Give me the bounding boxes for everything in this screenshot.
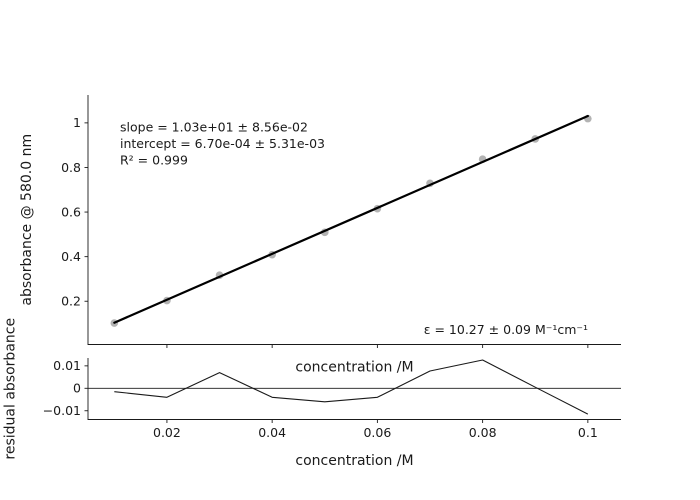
- residual-yaxis-label: residual absorbance: [3, 318, 19, 460]
- residual-ytick-label: 0: [73, 381, 81, 396]
- fit-line: [113, 114, 589, 324]
- main-axes-tick-labels: 0.2 0.4 0.6 0.8 1: [61, 115, 81, 308]
- residual-ytick-label: 0.01: [53, 358, 81, 373]
- main-ytick-label: 0.8: [61, 160, 81, 175]
- residual-axes-spines: [87, 358, 621, 420]
- main-xaxis-label: concentration /M: [295, 360, 413, 376]
- linear-fit-line: [113, 114, 589, 324]
- residual-xtick-label: 0.1: [578, 425, 598, 440]
- residual-xtick-label: 0.04: [258, 425, 286, 440]
- main-axes-ticks: [84, 122, 589, 348]
- residual-xtick-label: 0.08: [469, 425, 497, 440]
- residual-axes-tick-labels: 0.01 0 −0.01 0.02 0.04 0.06 0.08 0.1: [43, 358, 598, 440]
- main-axes-spines: [87, 95, 621, 345]
- main-plot: 0.2 0.4 0.6 0.8 1 slope = 1.03e+01 ± 8.56e-0…: [19, 95, 621, 376]
- residual-line: [114, 359, 589, 415]
- main-spine: [87, 95, 621, 345]
- residual-xaxis-label: concentration /M: [295, 453, 413, 469]
- stats-annotation-intercept: intercept = 6.70e-04 ± 5.31e-03: [120, 136, 325, 151]
- residual-spine: [87, 358, 621, 420]
- epsilon-annotation: ε = 10.27 ± 0.09 M⁻¹cm⁻¹: [424, 322, 588, 337]
- main-ytick-label: 0.4: [61, 249, 81, 264]
- residual-xtick-label: 0.02: [153, 425, 181, 440]
- residual-plot: 0.01 0 −0.01 0.02 0.04 0.06 0.08 0.1 concentrat…: [3, 318, 621, 469]
- main-ytick-label: 0.2: [61, 294, 81, 309]
- main-ytick-label: 1: [73, 115, 81, 130]
- residual-xtick-label: 0.06: [363, 425, 391, 440]
- residual-data-line: [114, 359, 589, 415]
- main-yaxis-label: absorbance @ 580.0 nm: [19, 134, 35, 306]
- residual-ytick-label: −0.01: [43, 403, 81, 418]
- stats-annotation-r-squared: R² = 0.999: [120, 153, 188, 168]
- residual-axes-ticks: [84, 365, 589, 423]
- main-ytick-label: 0.6: [61, 204, 81, 219]
- stats-annotation-slope: slope = 1.03e+01 ± 8.56e-02: [120, 120, 308, 135]
